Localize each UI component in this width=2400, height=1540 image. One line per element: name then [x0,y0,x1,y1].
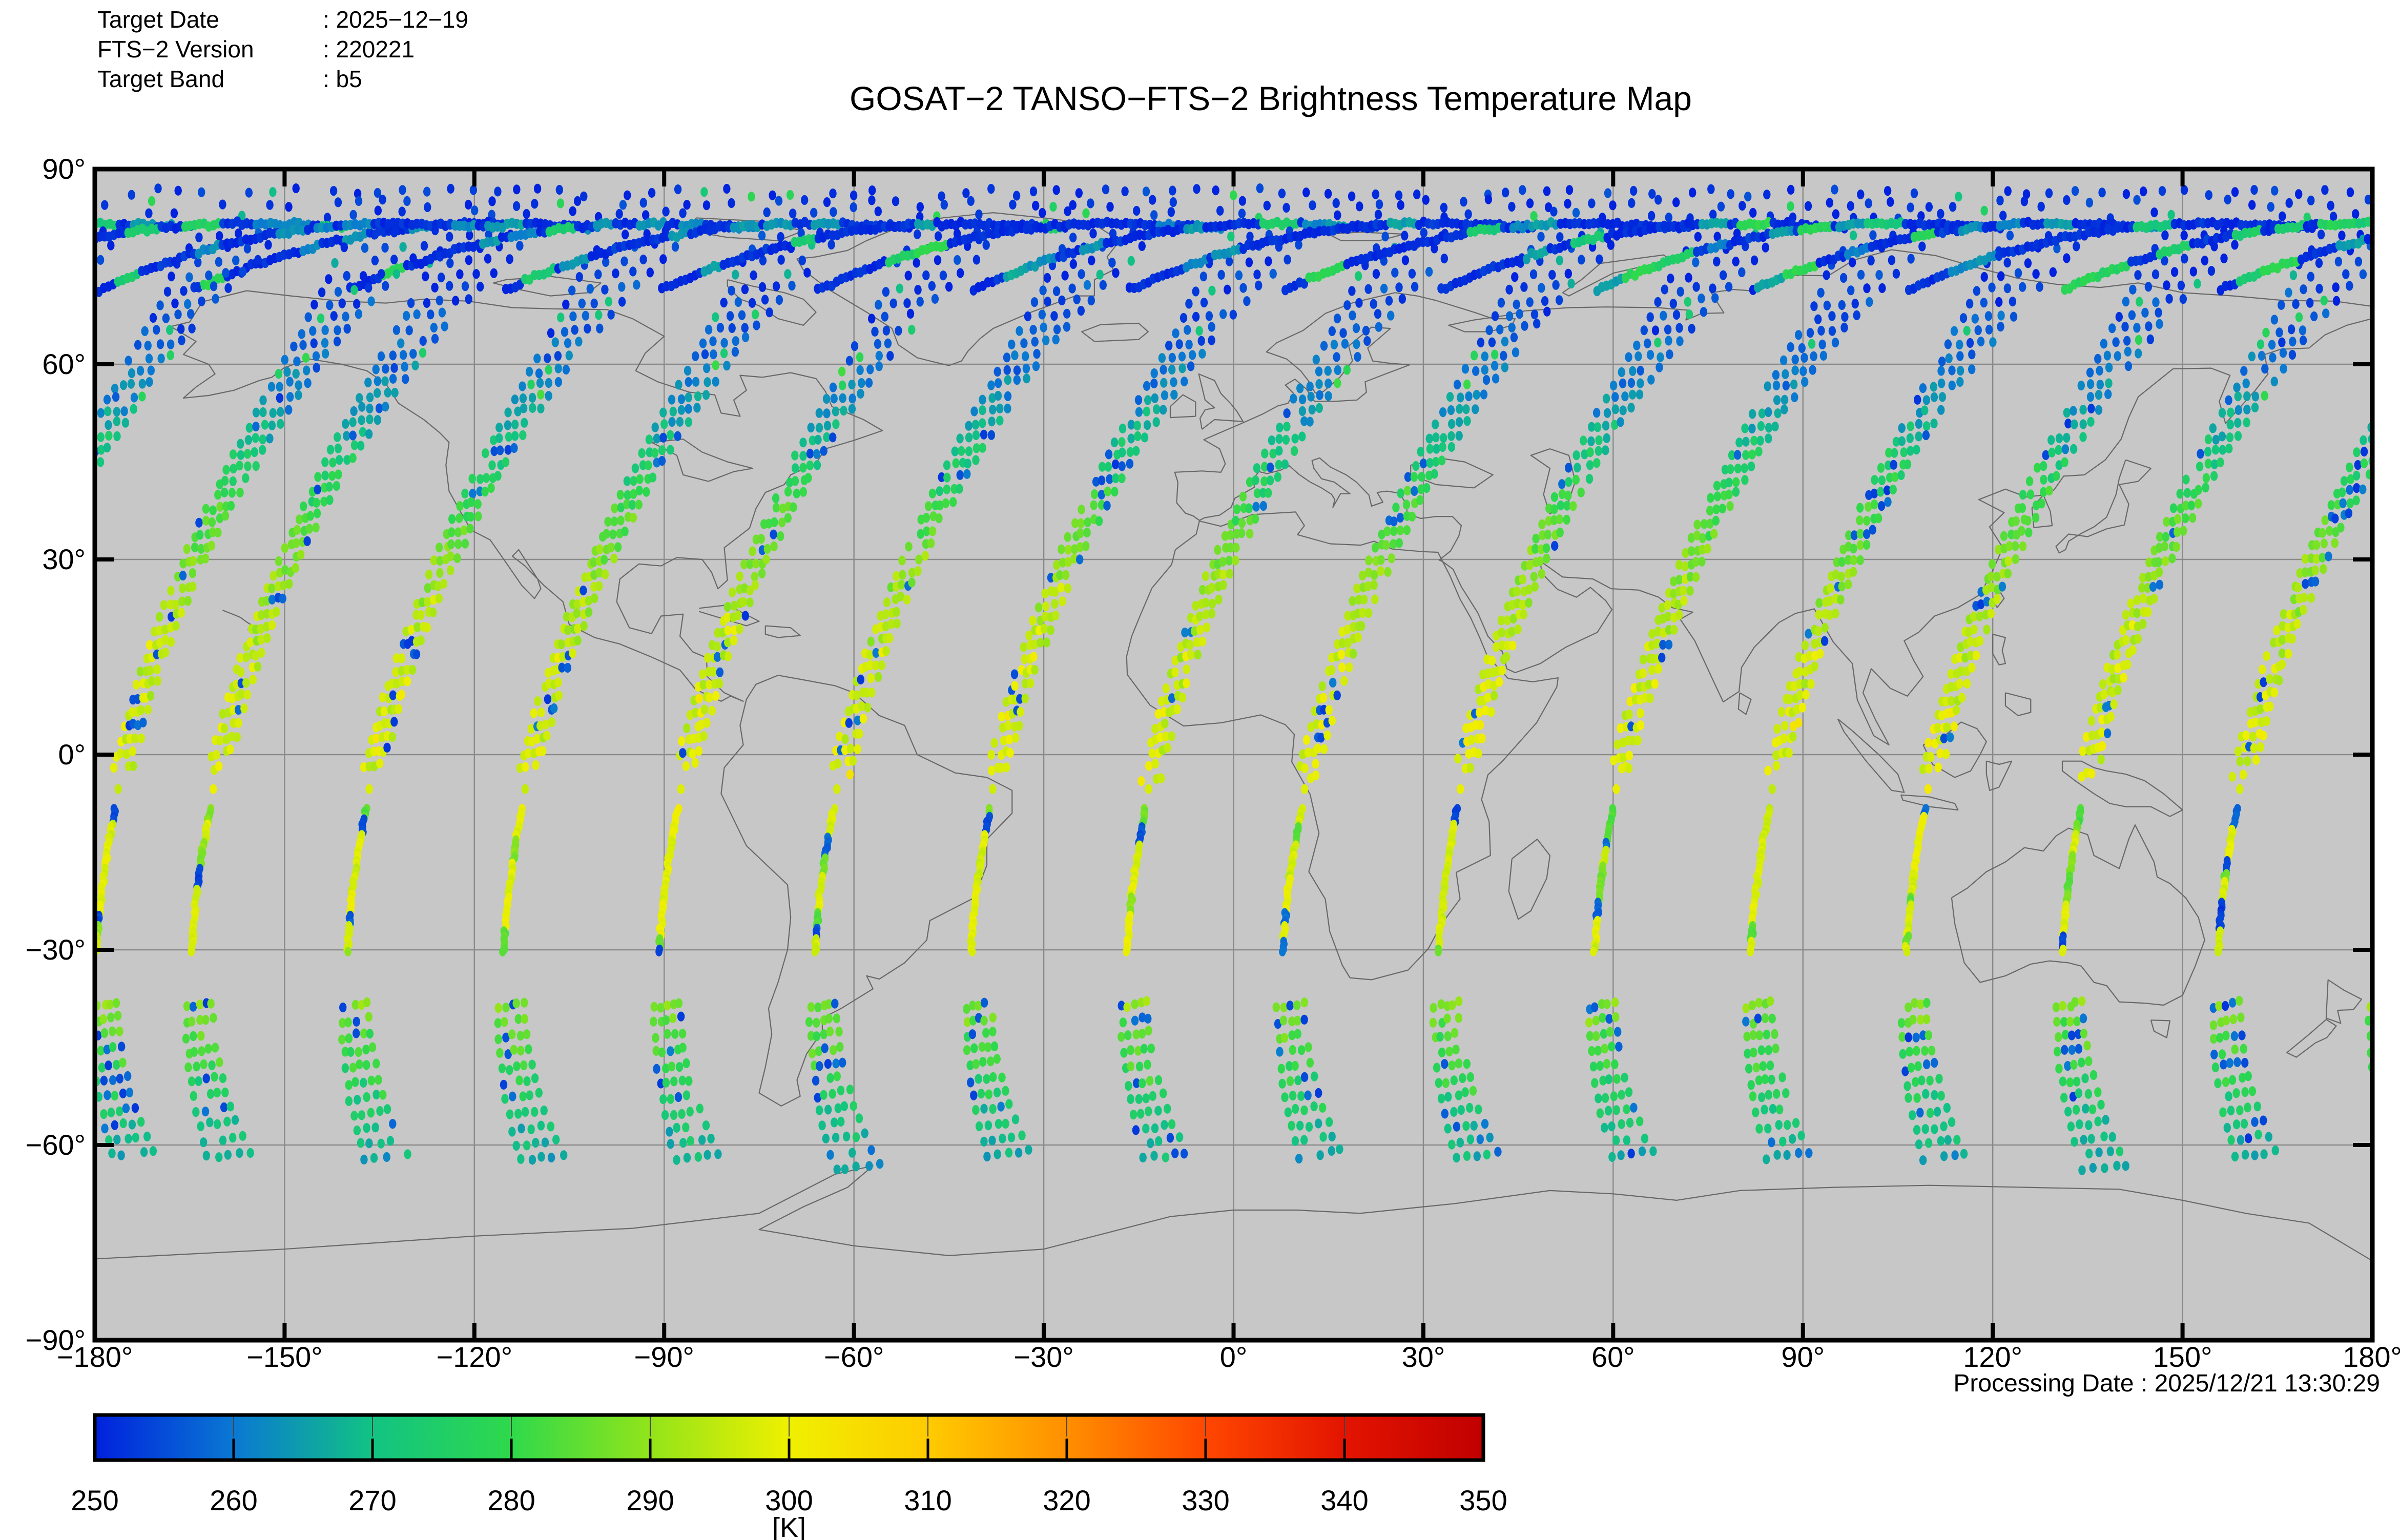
graticule-grid [95,169,2372,1340]
lon-tick-label: −150° [246,1341,323,1373]
lon-tick-label: 0° [1220,1341,1248,1373]
colorbar-tick-label: 320 [1043,1484,1090,1516]
processing-date-text: Processing Date : 2025/12/21 13:30:29 [1953,1370,2380,1397]
lon-tick-label: 180° [2343,1341,2400,1373]
header-info-block: Target Date : 2025−12−19 FTS−2 Version :… [97,6,468,92]
lon-tick-label: 90° [1781,1341,1825,1373]
colorbar-tick-label: 270 [348,1484,396,1516]
lon-tick-label: 120° [1963,1341,2022,1373]
lat-tick-label: −90° [26,1324,86,1356]
lon-tick-label: −180° [57,1341,133,1373]
lon-tick-label: −60° [824,1341,884,1373]
fts2-version-value: : 220221 [323,36,415,63]
lon-tick-label: −90° [634,1341,694,1373]
lon-tick-label: −120° [437,1341,513,1373]
map-plot: −180° −150° −120° −90° −60° −30° 0° 30° 60° 90° 12… [26,153,2400,1373]
target-date-value: : 2025−12−19 [323,6,468,33]
target-band-value: : b5 [323,66,362,92]
target-band-label: Target Band [97,66,224,92]
fts2-version-label: FTS−2 Version [97,36,254,63]
target-date-label: Target Date [97,6,219,33]
colorbar-tick-label: 310 [904,1484,951,1516]
axis-tick-labels: −180° −150° −120° −90° −60° −30° 0° 30° 60° 90° 12… [26,153,2400,1373]
colorbar-border [93,1413,1485,1462]
colorbar: 250 260 270 280 290 300 310 320 330 340 350 [K] [71,1413,1507,1540]
colorbar-tick-label: 280 [487,1484,535,1516]
lon-tick-label: 30° [1402,1341,1445,1373]
colorbar-tick-label: 250 [71,1484,118,1516]
axis-ticks [93,167,2374,1342]
colorbar-tick-label: 260 [210,1484,257,1516]
lat-tick-label: 0° [58,738,86,771]
lat-tick-label: 60° [42,348,86,380]
colorbar-tick-label: 350 [1459,1484,1507,1516]
page-title: GOSAT−2 TANSO−FTS−2 Brightness Temperatu… [850,79,1692,117]
colorbar-tick-label: 330 [1182,1484,1229,1516]
lat-tick-label: 30° [42,543,86,575]
colorbar-tick-label: 290 [626,1484,674,1516]
colorbar-tick-label: 300 [765,1484,813,1516]
colorbar-ticks [232,1417,1346,1459]
lat-tick-label: −30° [26,933,86,966]
lon-tick-label: 150° [2153,1341,2212,1373]
lon-tick-label: −30° [1013,1341,1073,1373]
colorbar-unit-label: [K] [772,1512,806,1540]
lat-tick-label: −60° [26,1129,86,1161]
colorbar-tick-labels: 250 260 270 280 290 300 310 320 330 340 350 [71,1484,1507,1516]
colorbar-tick-label: 340 [1320,1484,1368,1516]
footprint-dots [95,183,2372,1175]
lat-tick-label: 90° [42,153,86,185]
lon-tick-label: 60° [1591,1341,1635,1373]
